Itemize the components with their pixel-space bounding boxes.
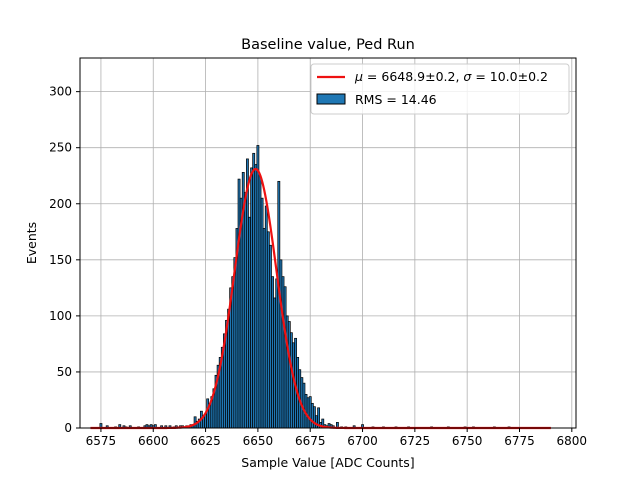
legend-sigma-symbol: σ <box>463 69 472 84</box>
x-tick-label: 6700 <box>347 434 378 448</box>
y-tick-label: 250 <box>49 141 72 155</box>
y-tick-label: 300 <box>49 85 72 99</box>
axes-frame <box>79 57 577 429</box>
y-tick-label: 200 <box>49 197 72 211</box>
x-axis-ticks: 6575 6600 6625 6650 6675 6700 6725 6750 6775 6800 <box>86 428 587 448</box>
y-axis-ticks: 0 50 100 150 200 250 300 <box>49 85 80 435</box>
legend-hist-label: RMS = 14.46 <box>355 92 437 107</box>
legend-mu-symbol: μ <box>354 69 363 84</box>
y-tick-label: 0 <box>64 421 72 435</box>
legend-fit-label: μ = 6648.9±0.2, σ = 10.0±0.2 <box>354 69 548 84</box>
legend-box <box>310 63 570 115</box>
legend-sigma-value: = 10.0±0.2 <box>471 69 548 84</box>
x-tick-label: 6775 <box>504 434 535 448</box>
x-tick-label: 6675 <box>295 434 326 448</box>
y-tick-label: 100 <box>49 309 72 323</box>
chart-title: Baseline value, Ped Run <box>241 37 415 53</box>
legend-mu-value: = 6648.9±0.2, <box>363 69 463 84</box>
x-tick-label: 6575 <box>86 434 117 448</box>
x-tick-label: 6750 <box>452 434 483 448</box>
x-tick-label: 6800 <box>557 434 588 448</box>
x-tick-label: 6725 <box>400 434 431 448</box>
y-tick-label: 50 <box>57 365 72 379</box>
x-tick-label: 6650 <box>243 434 274 448</box>
x-axis-label: Sample Value [ADC Counts] <box>241 455 414 470</box>
x-tick-label: 6625 <box>190 434 221 448</box>
legend-hist-swatch <box>316 93 346 105</box>
y-tick-label: 150 <box>49 253 72 267</box>
y-axis-label: Events <box>24 222 39 264</box>
legend: μ = 6648.9±0.2, σ = 10.0±0.2 RMS = 14.46 <box>310 63 570 115</box>
x-tick-label: 6600 <box>138 434 169 448</box>
